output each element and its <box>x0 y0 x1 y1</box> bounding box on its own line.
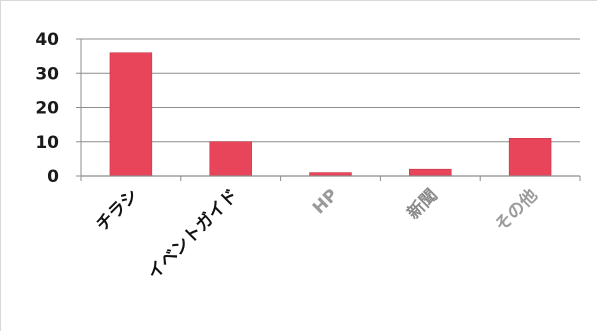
x-category-label: 新聞 <box>403 185 442 224</box>
y-tick-label: 0 <box>47 167 59 187</box>
x-category-label: HP <box>309 185 342 218</box>
x-category-label: イベントガイド <box>144 185 242 283</box>
y-tick-label: 10 <box>35 133 59 153</box>
y-tick-label: 40 <box>35 30 59 50</box>
y-tick-label: 20 <box>35 99 59 119</box>
x-category-label: その他 <box>491 185 542 236</box>
bar-0 <box>109 52 153 177</box>
x-category-label: チラシ <box>92 185 142 235</box>
bar-1 <box>209 141 252 177</box>
y-tick-label: 30 <box>35 64 59 84</box>
bar-4 <box>508 138 552 177</box>
bar-3 <box>409 168 452 177</box>
